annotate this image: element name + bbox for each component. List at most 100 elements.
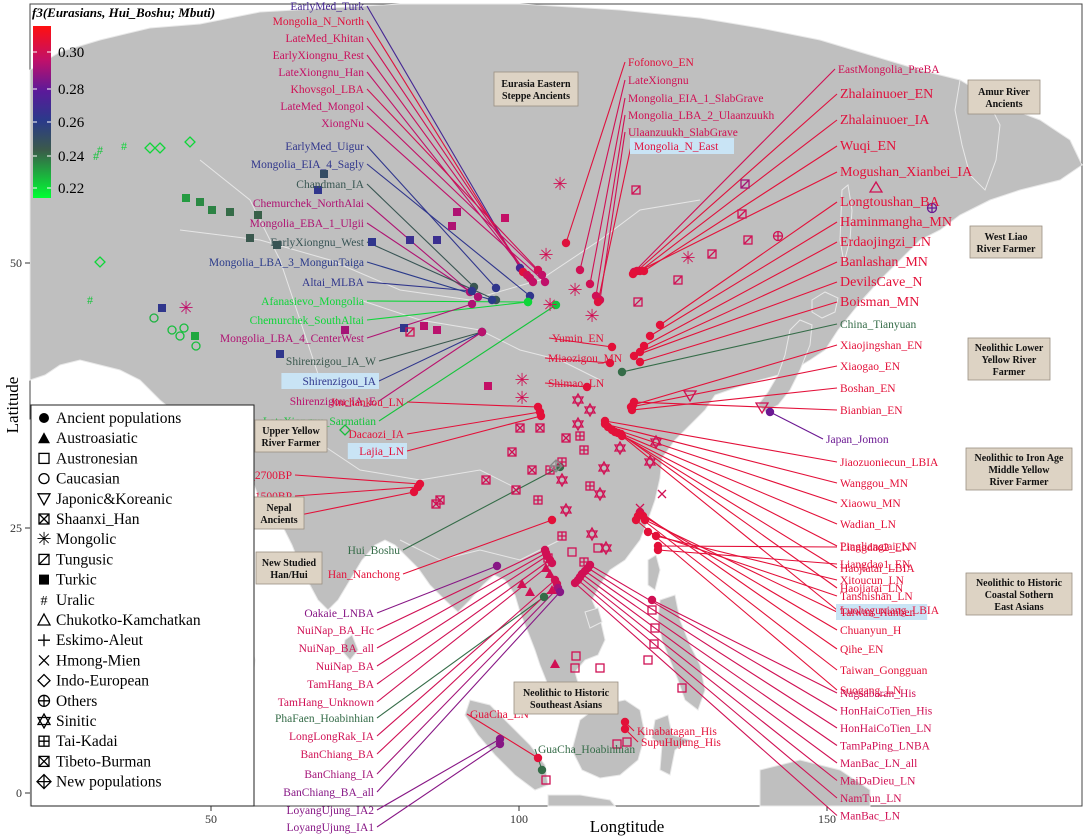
- sinitic-marker: [571, 416, 585, 432]
- group-label: East Asians: [994, 602, 1043, 613]
- connector-line: [376, 596, 545, 719]
- population-label: BanChiang_BA_all: [283, 787, 374, 799]
- connector-line: [548, 337, 613, 348]
- landmass-sulawesi: [651, 714, 692, 776]
- population-label: ManBac_LN_all: [840, 758, 917, 770]
- population-label: Chandman_IA: [296, 179, 364, 191]
- austroasiatic-marker: [541, 563, 551, 572]
- turkic-marker: [196, 198, 204, 206]
- x-tick-label: 150: [818, 812, 836, 826]
- sinitic-marker: [599, 540, 613, 556]
- landmass-philippines: [657, 594, 706, 711]
- austronesian-marker: [593, 543, 603, 553]
- population-label: Mongolia_LBA_2_Ulaanzuukh: [628, 110, 775, 122]
- uralic-marker: #: [121, 139, 127, 153]
- colorbar-title: f3(Eurasians, Hui_Boshu; Mbuti): [32, 5, 215, 20]
- population-label: Afanasievo_Mongolia: [261, 296, 364, 308]
- connector-line: [376, 579, 556, 737]
- connector-line: [597, 145, 632, 303]
- legend-item: Sinitic: [36, 712, 97, 730]
- population-marker: [561, 238, 571, 248]
- connector-line: [378, 331, 483, 402]
- group-label: Ancients: [985, 99, 1022, 110]
- connector-line: [376, 738, 501, 811]
- turkic-marker: [433, 236, 441, 244]
- tibeto-burman-marker: [481, 475, 491, 485]
- mongolic-marker: ✳: [567, 280, 582, 300]
- mongolic-marker: ✳: [584, 306, 599, 326]
- population-marker: [540, 277, 550, 287]
- indo-european-marker: [184, 136, 196, 148]
- population-label: Mongolia_N_North: [273, 16, 365, 28]
- connector-line: [604, 423, 838, 484]
- connector-line: [366, 54, 531, 279]
- colorbar-tick-label: 0.24: [58, 149, 85, 165]
- mongolic-marker: ✳: [178, 298, 193, 318]
- population-marker: [647, 595, 657, 605]
- japonic-marker: [682, 390, 698, 403]
- population-label: EastMongolia_PreBA: [838, 64, 940, 76]
- connector-line: [376, 743, 501, 828]
- population-label: Yumin_EN: [552, 333, 604, 345]
- group-label: West Liao: [984, 232, 1027, 243]
- population-marker: [639, 266, 649, 276]
- colorbar-tick-label: 0.22: [58, 181, 84, 197]
- connector-line: [587, 567, 838, 729]
- sinitic-marker: [555, 472, 569, 488]
- connector-line: [406, 401, 539, 408]
- austroasiatic-marker: [547, 585, 557, 594]
- y-tick-label: 0: [16, 786, 22, 800]
- landmass-japan: [757, 319, 813, 413]
- austroasiatic-marker: [525, 587, 535, 596]
- turkic-marker: [191, 332, 199, 340]
- population-marker: [547, 558, 557, 568]
- population-label: Wadian_LN: [840, 519, 897, 531]
- connector-line: [406, 415, 542, 452]
- connector-line: [406, 411, 541, 435]
- connector-line: [366, 145, 497, 289]
- colorbar-gradient: [33, 26, 51, 198]
- austronesian-marker: [643, 655, 653, 665]
- population-label: Pingliangtai_LN: [840, 541, 917, 553]
- population-marker: [639, 341, 649, 351]
- tibeto-burman-marker: [507, 447, 517, 457]
- mongolic-marker: ✳: [552, 174, 567, 194]
- connector-line: [636, 93, 838, 272]
- population-marker: [651, 531, 661, 541]
- population-label: NamTun_LN: [840, 793, 902, 805]
- population-label: Suogang_LN: [840, 685, 902, 697]
- population-label: Luoheguxiang_LBIA: [840, 605, 940, 617]
- population-label: Shimao_LN: [548, 378, 605, 390]
- turkic-marker: [273, 241, 281, 249]
- legend-label: Mongolic: [56, 531, 116, 548]
- connector-lines: [294, 5, 838, 828]
- x-tick-label: 50: [205, 812, 217, 826]
- population-label: Nagsabaran_His: [840, 688, 917, 700]
- turkic-marker: [314, 186, 322, 194]
- connector-line: [631, 387, 838, 411]
- colorbar-tick-label: 0.28: [58, 82, 84, 98]
- austronesian-marker: [570, 663, 580, 673]
- population-label: Shirenzigou_IA_W: [286, 356, 376, 368]
- tungusic-marker: [631, 185, 641, 195]
- tibeto-burman-marker: [511, 485, 521, 495]
- austronesian-marker: [571, 651, 581, 661]
- connector-line: [655, 535, 838, 581]
- population-label: Mongolia_EBA_1_Ulgii: [250, 218, 364, 230]
- turkic-marker: [400, 324, 408, 332]
- legend-item: Austroasiatic: [38, 430, 138, 447]
- population-label: Qihe_EN: [840, 644, 884, 656]
- connector-line: [589, 97, 626, 285]
- population-label: Hui_Boshu: [348, 545, 401, 557]
- population-label: Bianbian_EN: [840, 405, 903, 417]
- population-marker: [555, 587, 565, 597]
- austronesian-marker: [649, 639, 659, 649]
- landmass-hokkaido: [811, 291, 839, 319]
- legend-label: Ancient populations: [56, 410, 181, 427]
- legend-box: [30, 404, 255, 807]
